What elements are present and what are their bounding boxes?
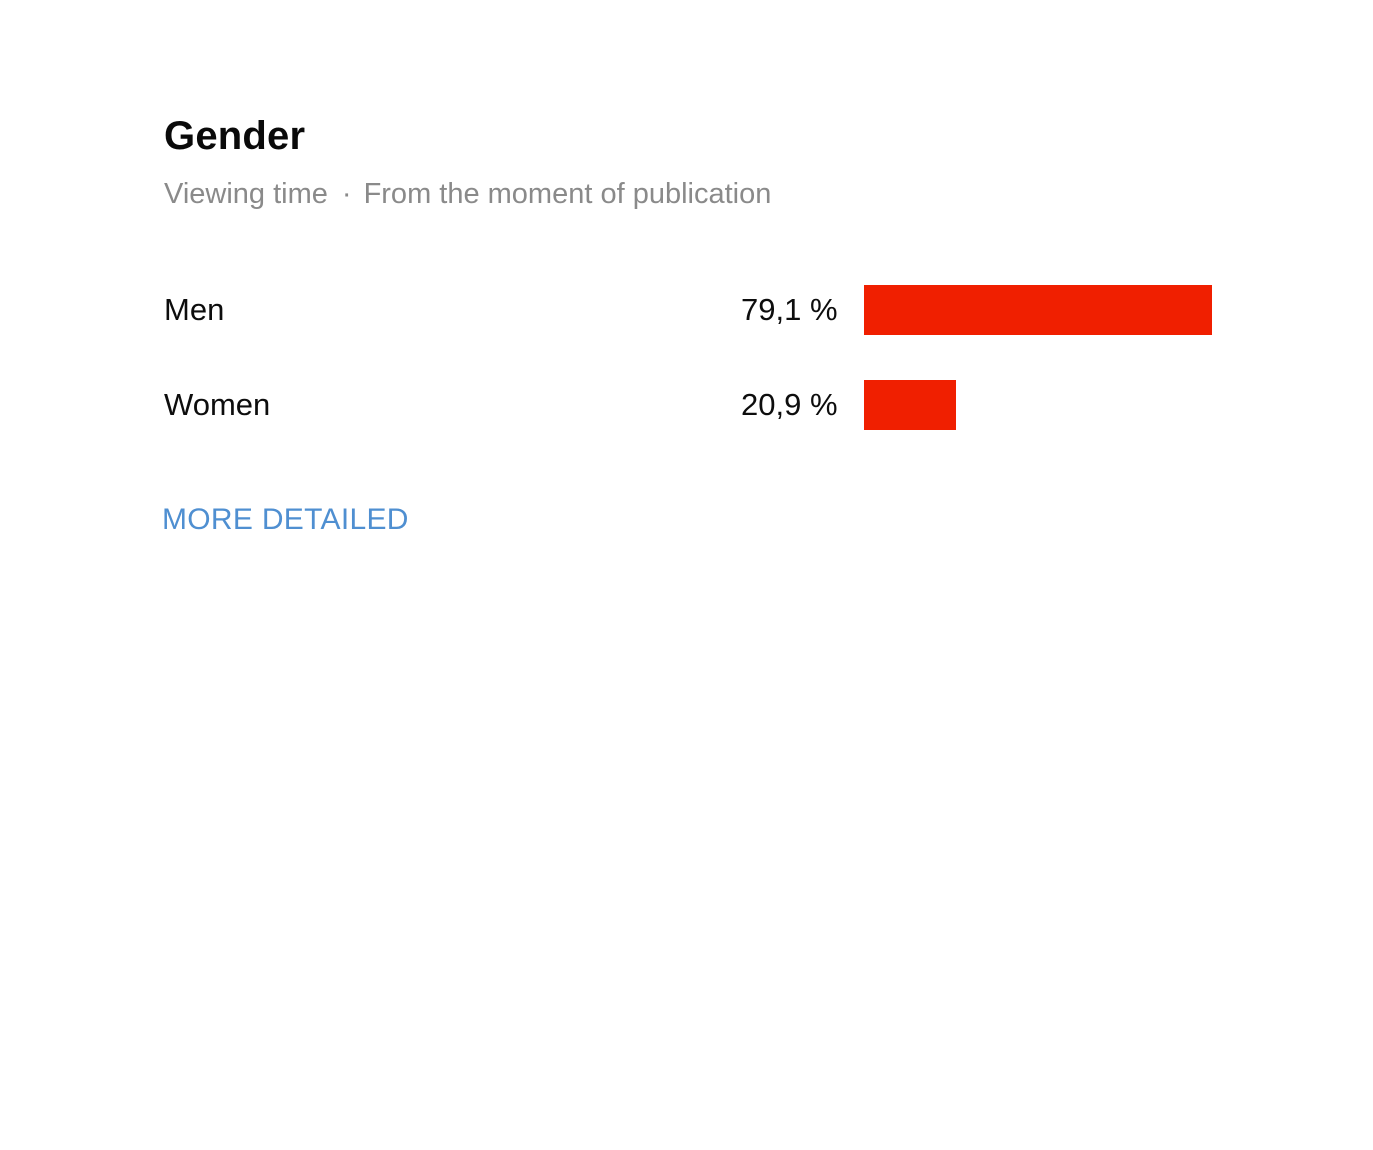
value-label-women: 20,9 % [741,387,838,422]
category-label-men: Men [164,292,225,327]
gender-panel: Gender Viewing time · From the moment of p… [162,110,1224,536]
bar-track-women [864,380,1304,430]
gender-bar-chart: Men 79,1 % Women 20,9 % [164,285,1224,475]
value-label-men: 79,1 % [741,292,838,327]
bar-row-women: Women 20,9 % [164,380,1224,430]
bar-women [864,380,956,430]
bar-men [864,285,1213,335]
subtitle-separator: · [341,178,352,210]
more-detailed-link[interactable]: MORE DETAILED [162,503,409,536]
category-label-women: Women [164,387,271,422]
bar-row-men: Men 79,1 % [164,285,1224,335]
subtitle-period: From the moment of publication [363,178,772,210]
subtitle-metric: Viewing time [164,178,328,210]
panel-title: Gender [164,114,306,158]
panel-subtitle: Viewing time · From the moment of publicat… [164,176,1224,212]
bar-track-men [864,285,1304,335]
